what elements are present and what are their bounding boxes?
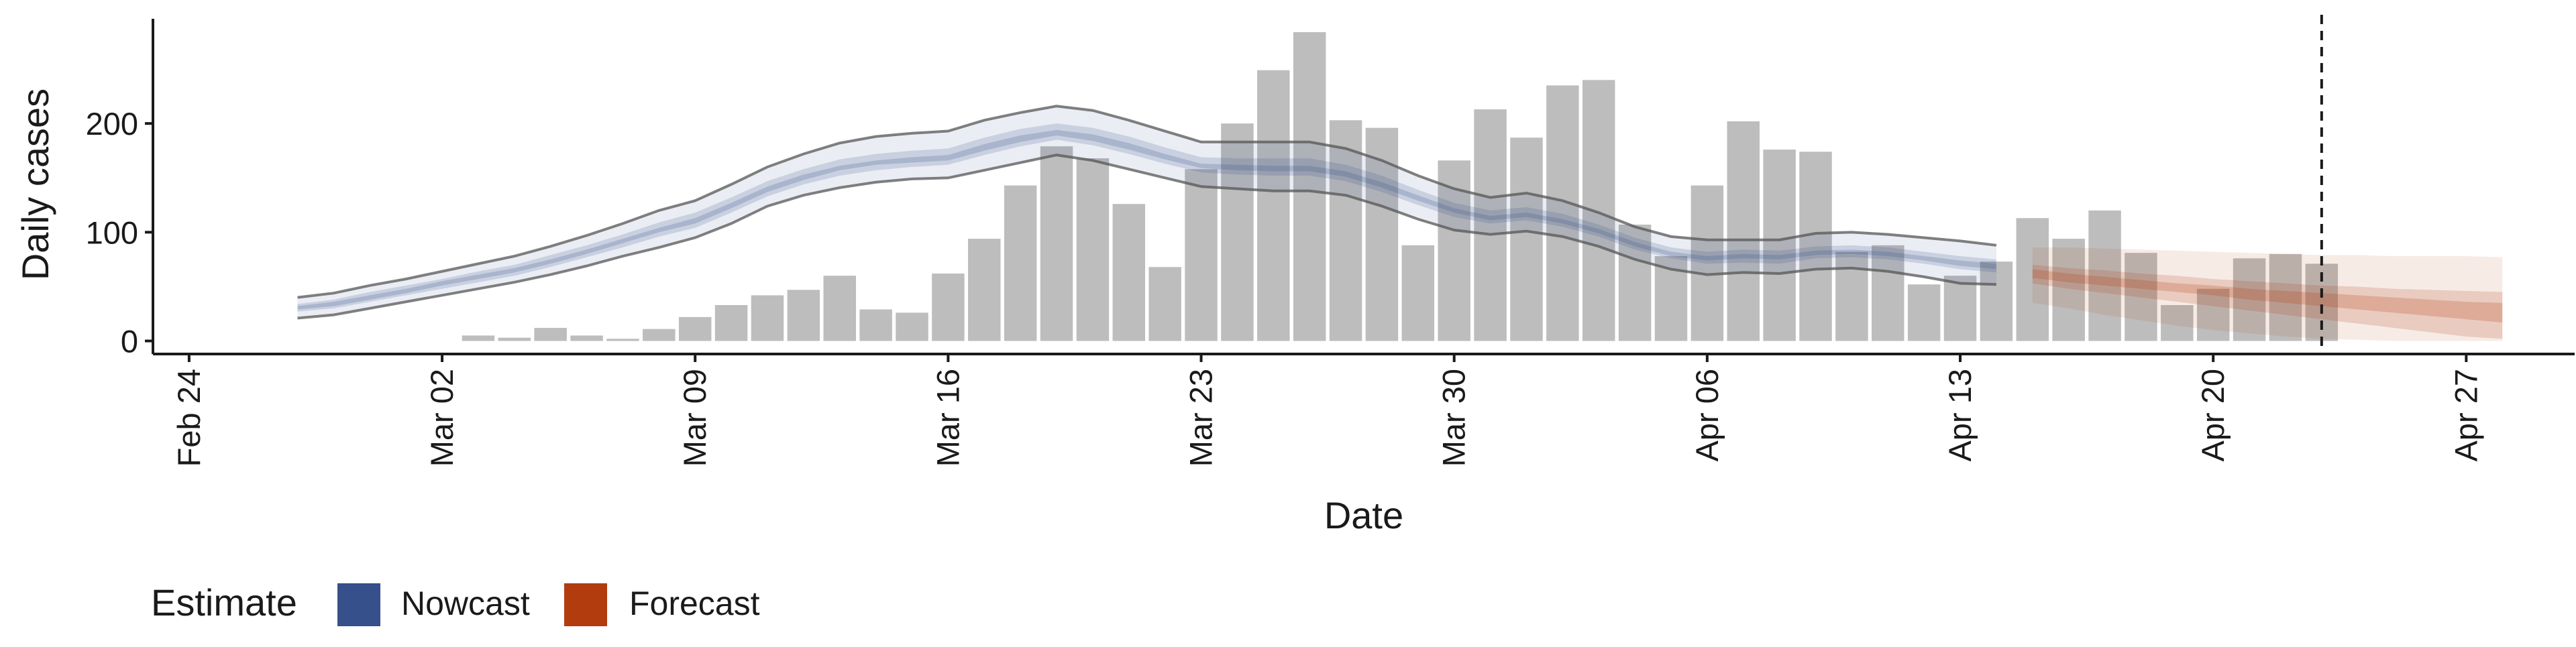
forecast-inner-band [2032, 269, 2503, 322]
nowcast-upper-line [297, 105, 1997, 299]
bar-2020-04-17 [2088, 210, 2121, 341]
bar-2020-03-06 [570, 335, 603, 341]
x-tick-label-2020-04-27: Apr 27 [2448, 369, 2483, 461]
legend: Estimate Nowcast Forecast [151, 581, 760, 626]
x-tick-label-2020-04-20: Apr 20 [2195, 369, 2231, 461]
forecast-mid-band [2032, 265, 2503, 339]
bar-2020-03-24 [1221, 123, 1254, 341]
axes-layer: 0 100 200 Feb 24 Mar 02 Mar 09 Mar 16 Mar 23 Mar… [86, 19, 2575, 467]
bar-2020-03-21 [1112, 204, 1146, 341]
bar-2020-04-07 [1727, 121, 1760, 341]
bar-2020-04-02 [1546, 85, 1579, 341]
nowcast-outer-band [297, 106, 1996, 318]
x-tick-label-2020-04-06: Apr 06 [1689, 369, 1725, 461]
bar-2020-03-03 [462, 335, 495, 341]
bar-2020-03-17 [968, 239, 1001, 341]
bars-layer [462, 32, 2339, 341]
x-tick-label-2020-03-30: Mar 30 [1436, 369, 1472, 467]
legend-label-forecast: Forecast [629, 585, 760, 622]
bar-2020-03-09 [678, 316, 712, 341]
bar-2020-03-11 [751, 295, 784, 341]
bar-2020-04-14 [1980, 261, 2013, 341]
nowcast-lower-line [297, 154, 1996, 320]
bar-2020-03-15 [896, 312, 928, 341]
bands-layer [297, 106, 2503, 341]
bar-2020-04-08 [1763, 150, 1796, 341]
bar-2020-03-31 [1474, 109, 1507, 341]
forecast-outer-band [2032, 247, 2503, 341]
x-tick-label-2020-03-09: Mar 09 [677, 369, 712, 467]
bar-2020-03-28 [1365, 127, 1399, 341]
bar-2020-04-15 [2016, 218, 2049, 341]
y-tick-label-100: 100 [86, 215, 138, 250]
bar-2020-03-22 [1148, 267, 1181, 341]
bar-2020-03-26 [1293, 32, 1326, 341]
bar-2020-04-12 [1907, 284, 1941, 341]
y-axis-title: Daily cases [14, 89, 56, 280]
bar-2020-04-18 [2125, 253, 2157, 341]
bar-2020-03-07 [606, 339, 639, 341]
bar-2020-04-16 [2052, 239, 2085, 341]
bar-2020-04-22 [2269, 253, 2302, 341]
y-tick-label-200: 200 [86, 106, 138, 141]
bar-2020-04-13 [1943, 276, 1977, 341]
bar-2020-04-01 [1510, 137, 1543, 341]
bar-2020-03-08 [643, 329, 676, 341]
x-tick-label-2020-04-13: Apr 13 [1942, 369, 1978, 461]
bar-2020-03-25 [1257, 70, 1290, 341]
bar-2020-03-18 [1004, 185, 1037, 341]
legend-key-nowcast [337, 583, 380, 626]
legend-title: Estimate [151, 581, 297, 624]
bar-2020-04-21 [2233, 258, 2266, 341]
bar-2020-04-04 [1618, 225, 1652, 341]
x-tick-label-2020-03-16: Mar 16 [930, 369, 965, 467]
bar-2020-03-12 [787, 290, 820, 341]
bar-2020-03-23 [1185, 169, 1218, 341]
bar-2020-03-13 [823, 276, 856, 341]
bar-2020-03-29 [1401, 245, 1435, 341]
bar-2020-03-14 [859, 309, 892, 341]
legend-key-forecast [564, 583, 607, 626]
bar-2020-03-10 [714, 305, 748, 341]
y-tick-label-0: 0 [121, 324, 138, 359]
lines-layer [297, 105, 1997, 320]
bar-2020-03-04 [498, 337, 531, 341]
x-axis-title: Date [1324, 494, 1403, 536]
legend-label-nowcast: Nowcast [401, 585, 530, 622]
bar-2020-03-20 [1076, 158, 1110, 341]
bar-2020-04-10 [1835, 251, 1868, 341]
x-tick-label-2020-02-24: Feb 24 [171, 369, 207, 467]
bar-2020-04-06 [1690, 185, 1724, 341]
bar-2020-03-16 [932, 273, 965, 341]
bar-2020-03-19 [1040, 146, 1073, 341]
x-tick-label-2020-03-02: Mar 02 [424, 369, 460, 467]
bar-2020-03-27 [1329, 120, 1362, 341]
bar-2020-04-19 [2161, 305, 2194, 341]
bar-2020-04-20 [2196, 288, 2230, 341]
x-tick-label-2020-03-23: Mar 23 [1183, 369, 1219, 467]
bar-2020-04-11 [1872, 245, 1904, 341]
bar-2020-03-05 [534, 328, 567, 341]
bar-2020-04-09 [1799, 152, 1832, 341]
